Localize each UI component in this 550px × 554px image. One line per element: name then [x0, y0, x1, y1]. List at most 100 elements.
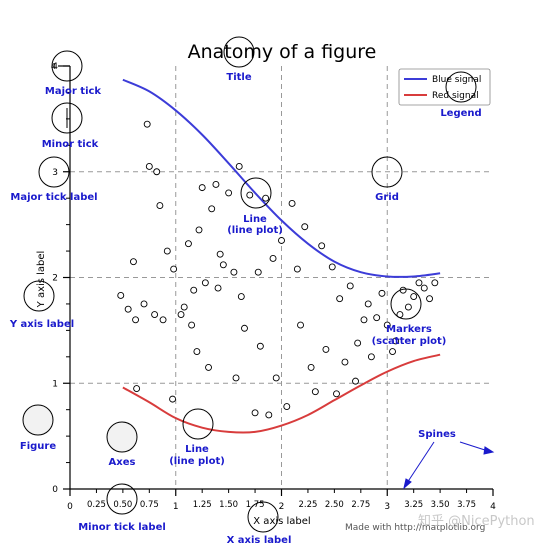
major-tick-label-y: 0 — [52, 485, 58, 495]
scatter-point — [151, 311, 159, 318]
scatter-point — [254, 268, 262, 276]
minor-tick-label-x: 3.50 — [431, 500, 450, 510]
ann-y-axis-label: Y axis label — [9, 319, 74, 330]
scatter-point — [341, 358, 349, 366]
scatter-point — [283, 403, 291, 410]
ann-axes: Axes — [109, 457, 136, 468]
spines-arrow-right — [459, 441, 489, 452]
minor-tick-label-x: 0.50 — [113, 500, 132, 510]
ann-grid: Grid — [375, 192, 399, 203]
scatter-point — [124, 305, 132, 313]
scatter-point — [129, 258, 137, 266]
major-tick-label-y: 1 — [52, 379, 58, 389]
ann-line2-a: Line — [185, 444, 209, 455]
major-tick-label-y: 3 — [52, 168, 58, 178]
ann-spines: Spines — [418, 429, 456, 440]
scatter-point — [195, 226, 203, 234]
ann-figure: Figure — [20, 441, 56, 452]
minor-tick-label-x: 3.75 — [457, 500, 476, 510]
ann-markers-a: Markers — [386, 324, 432, 335]
scatter-point — [256, 342, 264, 350]
red-signal-line — [122, 353, 441, 434]
scatter-point — [188, 321, 196, 329]
scatter-point — [426, 295, 433, 303]
scatter-point — [193, 348, 201, 355]
scatter-point — [431, 279, 439, 287]
scatter-point — [378, 289, 386, 297]
scatter-point — [219, 261, 227, 269]
ann-x-axis-label: X axis label — [227, 535, 292, 546]
circle-line-blue — [240, 177, 272, 209]
scatter-point — [410, 293, 418, 300]
scatter-point — [184, 240, 192, 248]
scatter-point — [170, 265, 178, 273]
scatter-point — [153, 168, 161, 176]
minor-tick-label-x: 2.25 — [298, 500, 317, 510]
ann-line1-a: Line — [243, 214, 267, 225]
series — [122, 78, 441, 434]
scatter-point — [367, 353, 375, 361]
scatter-point — [140, 300, 148, 308]
scatter-point — [246, 191, 254, 199]
circle-minor-tick — [51, 102, 83, 134]
spines-arrowhead-left — [403, 478, 412, 490]
circle-axes — [106, 421, 138, 453]
scatter-point — [311, 388, 319, 396]
scatter-point — [420, 284, 428, 292]
scatter-point — [156, 202, 164, 210]
scatter-point — [318, 242, 326, 250]
circle-x-axis-label — [247, 501, 279, 533]
ann-major-tick: Major tick — [45, 86, 102, 97]
scatter-point — [333, 390, 340, 398]
circle-title — [223, 36, 255, 68]
scatter-point — [354, 339, 362, 347]
circle-y-axis-label — [23, 280, 55, 312]
major-tick-label-x: 1 — [173, 502, 179, 512]
scatter-point — [404, 303, 412, 311]
scatter-point — [301, 223, 309, 231]
major-tick-label-y: 4 — [52, 62, 58, 72]
scatter-point — [232, 374, 240, 382]
scatter-point — [288, 200, 296, 207]
scatter-point — [117, 292, 125, 299]
spines-arrowhead-right — [483, 446, 495, 455]
ann-line2-b: (line plot) — [169, 456, 225, 467]
circle-figure — [22, 404, 54, 436]
grid — [70, 66, 493, 489]
ann-title: Title — [226, 72, 251, 83]
scatter-point — [307, 363, 315, 371]
scatter-point — [198, 184, 206, 192]
minor-tick-label-x: 3.25 — [404, 500, 423, 510]
major-tick-label-x: 2 — [279, 502, 285, 512]
ann-minor-tick: Minor tick — [42, 139, 99, 150]
major-tick-illustration-label: 4 — [51, 62, 56, 71]
ann-markers-b: (scatter plot) — [372, 336, 447, 347]
scatter-point — [352, 377, 359, 385]
scatter-point — [225, 189, 233, 197]
scatter-point — [269, 255, 277, 262]
scatter-point — [177, 311, 185, 318]
scatter-point — [265, 411, 273, 419]
major-tick-label-y: 2 — [52, 274, 58, 284]
ann-legend: Legend — [440, 108, 481, 119]
annotation-circles — [22, 36, 477, 533]
legend: Blue signal Red signal — [398, 68, 491, 106]
scatter-point — [415, 279, 423, 287]
scatter-point — [360, 316, 368, 324]
scatter-point — [322, 345, 330, 353]
chart-title: Anatomy of a figure — [188, 41, 377, 63]
scatter-point — [373, 314, 381, 322]
ann-minor-tick-label: Minor tick label — [78, 522, 166, 533]
scatter-point — [180, 303, 188, 311]
scatter-point — [145, 163, 153, 170]
circle-major-tick — [51, 50, 83, 82]
major-tick-label-x: 0 — [67, 502, 73, 512]
circle-markers — [390, 288, 422, 320]
minor-tick-label-x: 0.25 — [87, 500, 106, 510]
ticks: 0 1 2 3 4 0.25 0.50 0.75 1.25 1.50 1.75 2.25 2.50 2.7… — [51, 62, 496, 512]
ann-line1-b: (line plot) — [227, 225, 283, 236]
watermark: Made with http://matplotlib.org — [345, 523, 485, 533]
scatter-point — [214, 284, 222, 292]
scatter-point — [132, 316, 140, 324]
